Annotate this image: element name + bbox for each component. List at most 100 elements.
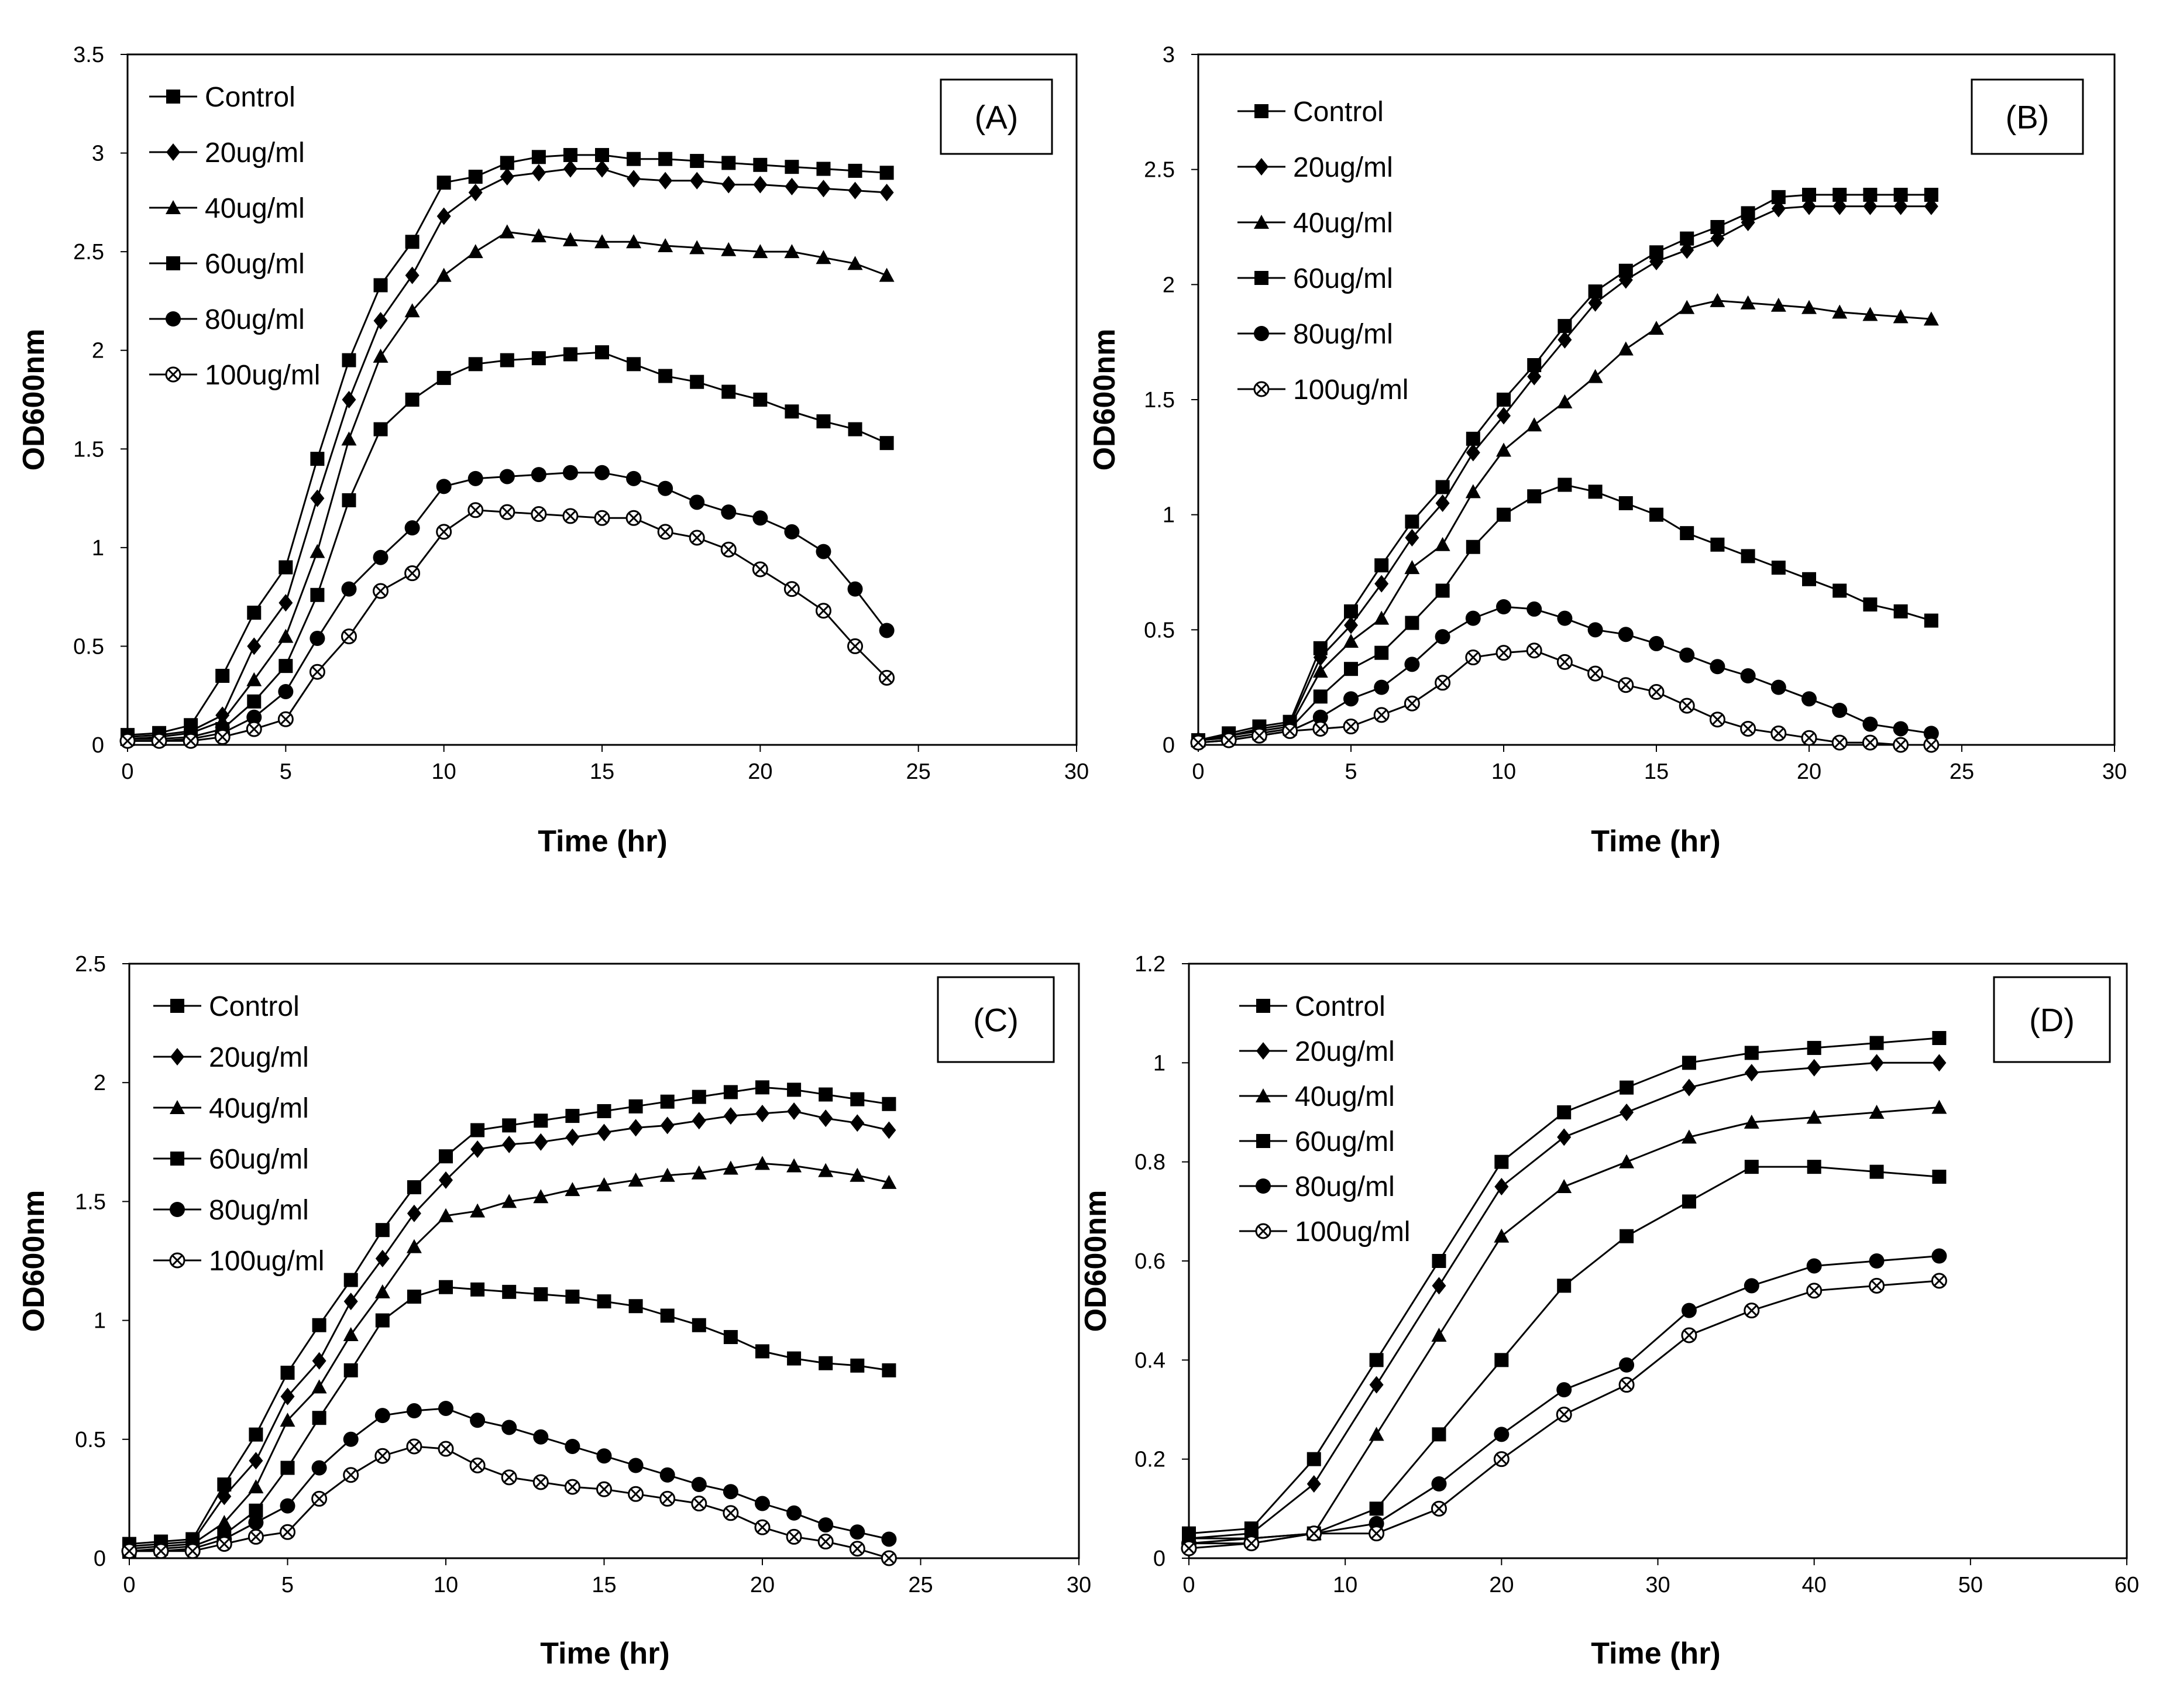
panel-c-data-point — [153, 1543, 169, 1559]
panel-b-data-point — [1465, 484, 1481, 499]
panel-b-data-point — [1435, 480, 1450, 494]
panel-d-data-point — [1369, 1525, 1385, 1542]
panel-c-data-point — [787, 1102, 802, 1120]
panel-b-data-point — [1771, 561, 1786, 575]
panel-a-data-point — [848, 422, 862, 437]
panel-c-legend: Control 20ug/ml 40ug/ml 60ug/ml 80ug/ml 100ug… — [153, 991, 324, 1277]
panel-b-data-point — [1312, 720, 1329, 737]
panel-b-legend-marker — [1254, 215, 1269, 229]
panel-a-data-point — [499, 224, 515, 239]
panel-d-data-point — [1369, 1501, 1384, 1516]
panel-c-data-point — [406, 1403, 422, 1419]
panel-d-data-point — [1181, 1540, 1197, 1556]
panel-b-y-tick-label: 3 — [1163, 43, 1175, 67]
panel-c-data-point — [723, 1330, 738, 1345]
panel-c-data-point — [248, 1515, 264, 1531]
panel-c-data-point — [819, 1109, 833, 1128]
panel-b-data-point — [1527, 367, 1542, 386]
panel-d-data-point — [1744, 1160, 1759, 1174]
panel-a-data-point — [309, 664, 325, 680]
panel-c-data-point — [818, 1517, 834, 1533]
panel-d-data-point — [1620, 1104, 1634, 1121]
panel-d-data-point — [1243, 1535, 1260, 1552]
panel-d-data-point — [1682, 1194, 1696, 1209]
panel-c-data-point — [470, 1203, 486, 1218]
panel-b-data-point — [1557, 610, 1573, 626]
panel-d-data-point — [1744, 1046, 1759, 1060]
panel-a-data-point — [310, 452, 325, 466]
panel-c-label-box — [937, 976, 1055, 1063]
panel-b-legend-label: 60ug/ml — [1293, 263, 1393, 294]
panel-d-legend-marker — [1256, 1088, 1271, 1102]
panel-a-data-point — [689, 494, 705, 510]
panel-c-data-point — [343, 1326, 359, 1341]
panel-a-data-point — [753, 393, 768, 407]
panel-a-data-point — [119, 733, 136, 749]
panel-b-data-point — [1526, 642, 1542, 659]
panel-c-data-point — [786, 1505, 802, 1521]
panel-b-data-point — [1557, 394, 1573, 408]
panel-b-data-point — [1862, 734, 1878, 751]
panel-c-data-point — [247, 1528, 264, 1545]
panel-c-y-tick-label: 1.5 — [75, 1190, 106, 1214]
panel-a-label-box — [940, 78, 1053, 155]
panel-b-data-point — [1374, 645, 1389, 660]
panel-b-data-point — [1558, 331, 1572, 349]
panel-a-data-point — [342, 353, 356, 367]
panel-b-data-point — [1770, 297, 1786, 312]
panel-c-data-point — [755, 1156, 770, 1170]
panel-a-series-3 — [120, 224, 895, 745]
panel-c-data-point — [597, 1294, 611, 1309]
panel-a-data-point — [467, 470, 483, 486]
panel-c-y-axis-title: OD600nm — [17, 1190, 51, 1332]
panel-a-x-tick-label: 20 — [748, 760, 772, 784]
panel-b-data-point — [1466, 444, 1480, 462]
panel-a-series-6 — [119, 502, 895, 749]
panel-c-data-point — [786, 1158, 802, 1173]
panel-b-data-point — [1771, 200, 1786, 218]
panel-d-data-point — [1682, 1056, 1696, 1070]
panel-b-data-point — [1588, 484, 1603, 499]
panel-a-data-point — [468, 357, 483, 372]
panel-a-data-point — [373, 312, 388, 330]
panel-c-data-point — [882, 1097, 896, 1111]
panel-c-series-5 — [122, 1400, 897, 1559]
panel-b-legend-label: 40ug/ml — [1293, 208, 1393, 239]
panel-b-data-point — [1251, 727, 1267, 744]
panel-b-data-point — [1863, 597, 1878, 612]
panel-a-data-point — [753, 157, 768, 172]
panel-b-data-point — [1680, 526, 1694, 541]
panel-c-data-point — [628, 1299, 643, 1314]
panel-b-data-point — [1527, 489, 1542, 504]
panel-d-y-tick-label: 0.2 — [1134, 1448, 1165, 1472]
panel-d-legend-marker — [1256, 999, 1270, 1013]
panel-c-x-tick-label: 25 — [908, 1573, 933, 1597]
panel-d-x-tick-label: 10 — [1333, 1573, 1357, 1597]
panel-c-x-tick-label: 10 — [434, 1573, 458, 1597]
panel-a-data-point — [785, 404, 799, 419]
panel-c-data-point — [565, 1438, 580, 1454]
panel-b-data-point — [1435, 494, 1450, 512]
panel-c-data-point — [502, 1118, 517, 1133]
panel-a-y-tick-label: 3.5 — [73, 43, 104, 67]
panel-a-data-point — [879, 166, 894, 180]
panel-d-data-point — [1806, 1283, 1823, 1299]
panel-a-data-point — [279, 560, 293, 575]
panel-c-data-point — [596, 1177, 612, 1191]
panel-b-y-tick-label: 2 — [1163, 273, 1175, 297]
panel-b: 0 5 10 15 20 25 30 0 0.5 1 1.5 2 2.5 3 Time (hr) OD600n… — [1088, 43, 2127, 858]
panel-b-data-point — [1373, 707, 1390, 723]
panel-d-data-point — [1869, 1277, 1885, 1294]
panel-d-data-point — [1932, 1170, 1947, 1184]
panel-a-legend: Control 20ug/ml 40ug/ml 60ug/ml 80ug/ml 100ug… — [149, 82, 320, 391]
panel-d-data-point — [1681, 1303, 1697, 1318]
panel-b-data-point — [1710, 659, 1725, 675]
panel-a-x-tick-label: 5 — [280, 760, 292, 784]
panel-b-data-point — [1466, 431, 1480, 446]
panel-d-data-point — [1369, 1376, 1384, 1394]
panel-c-series-line — [129, 1286, 889, 1552]
panel-a-data-point — [341, 628, 357, 645]
panel-c-data-point — [343, 1363, 358, 1377]
panel-a-legend-label: 60ug/ml — [205, 249, 305, 280]
panel-a-legend-label: 100ug/ml — [205, 360, 320, 391]
